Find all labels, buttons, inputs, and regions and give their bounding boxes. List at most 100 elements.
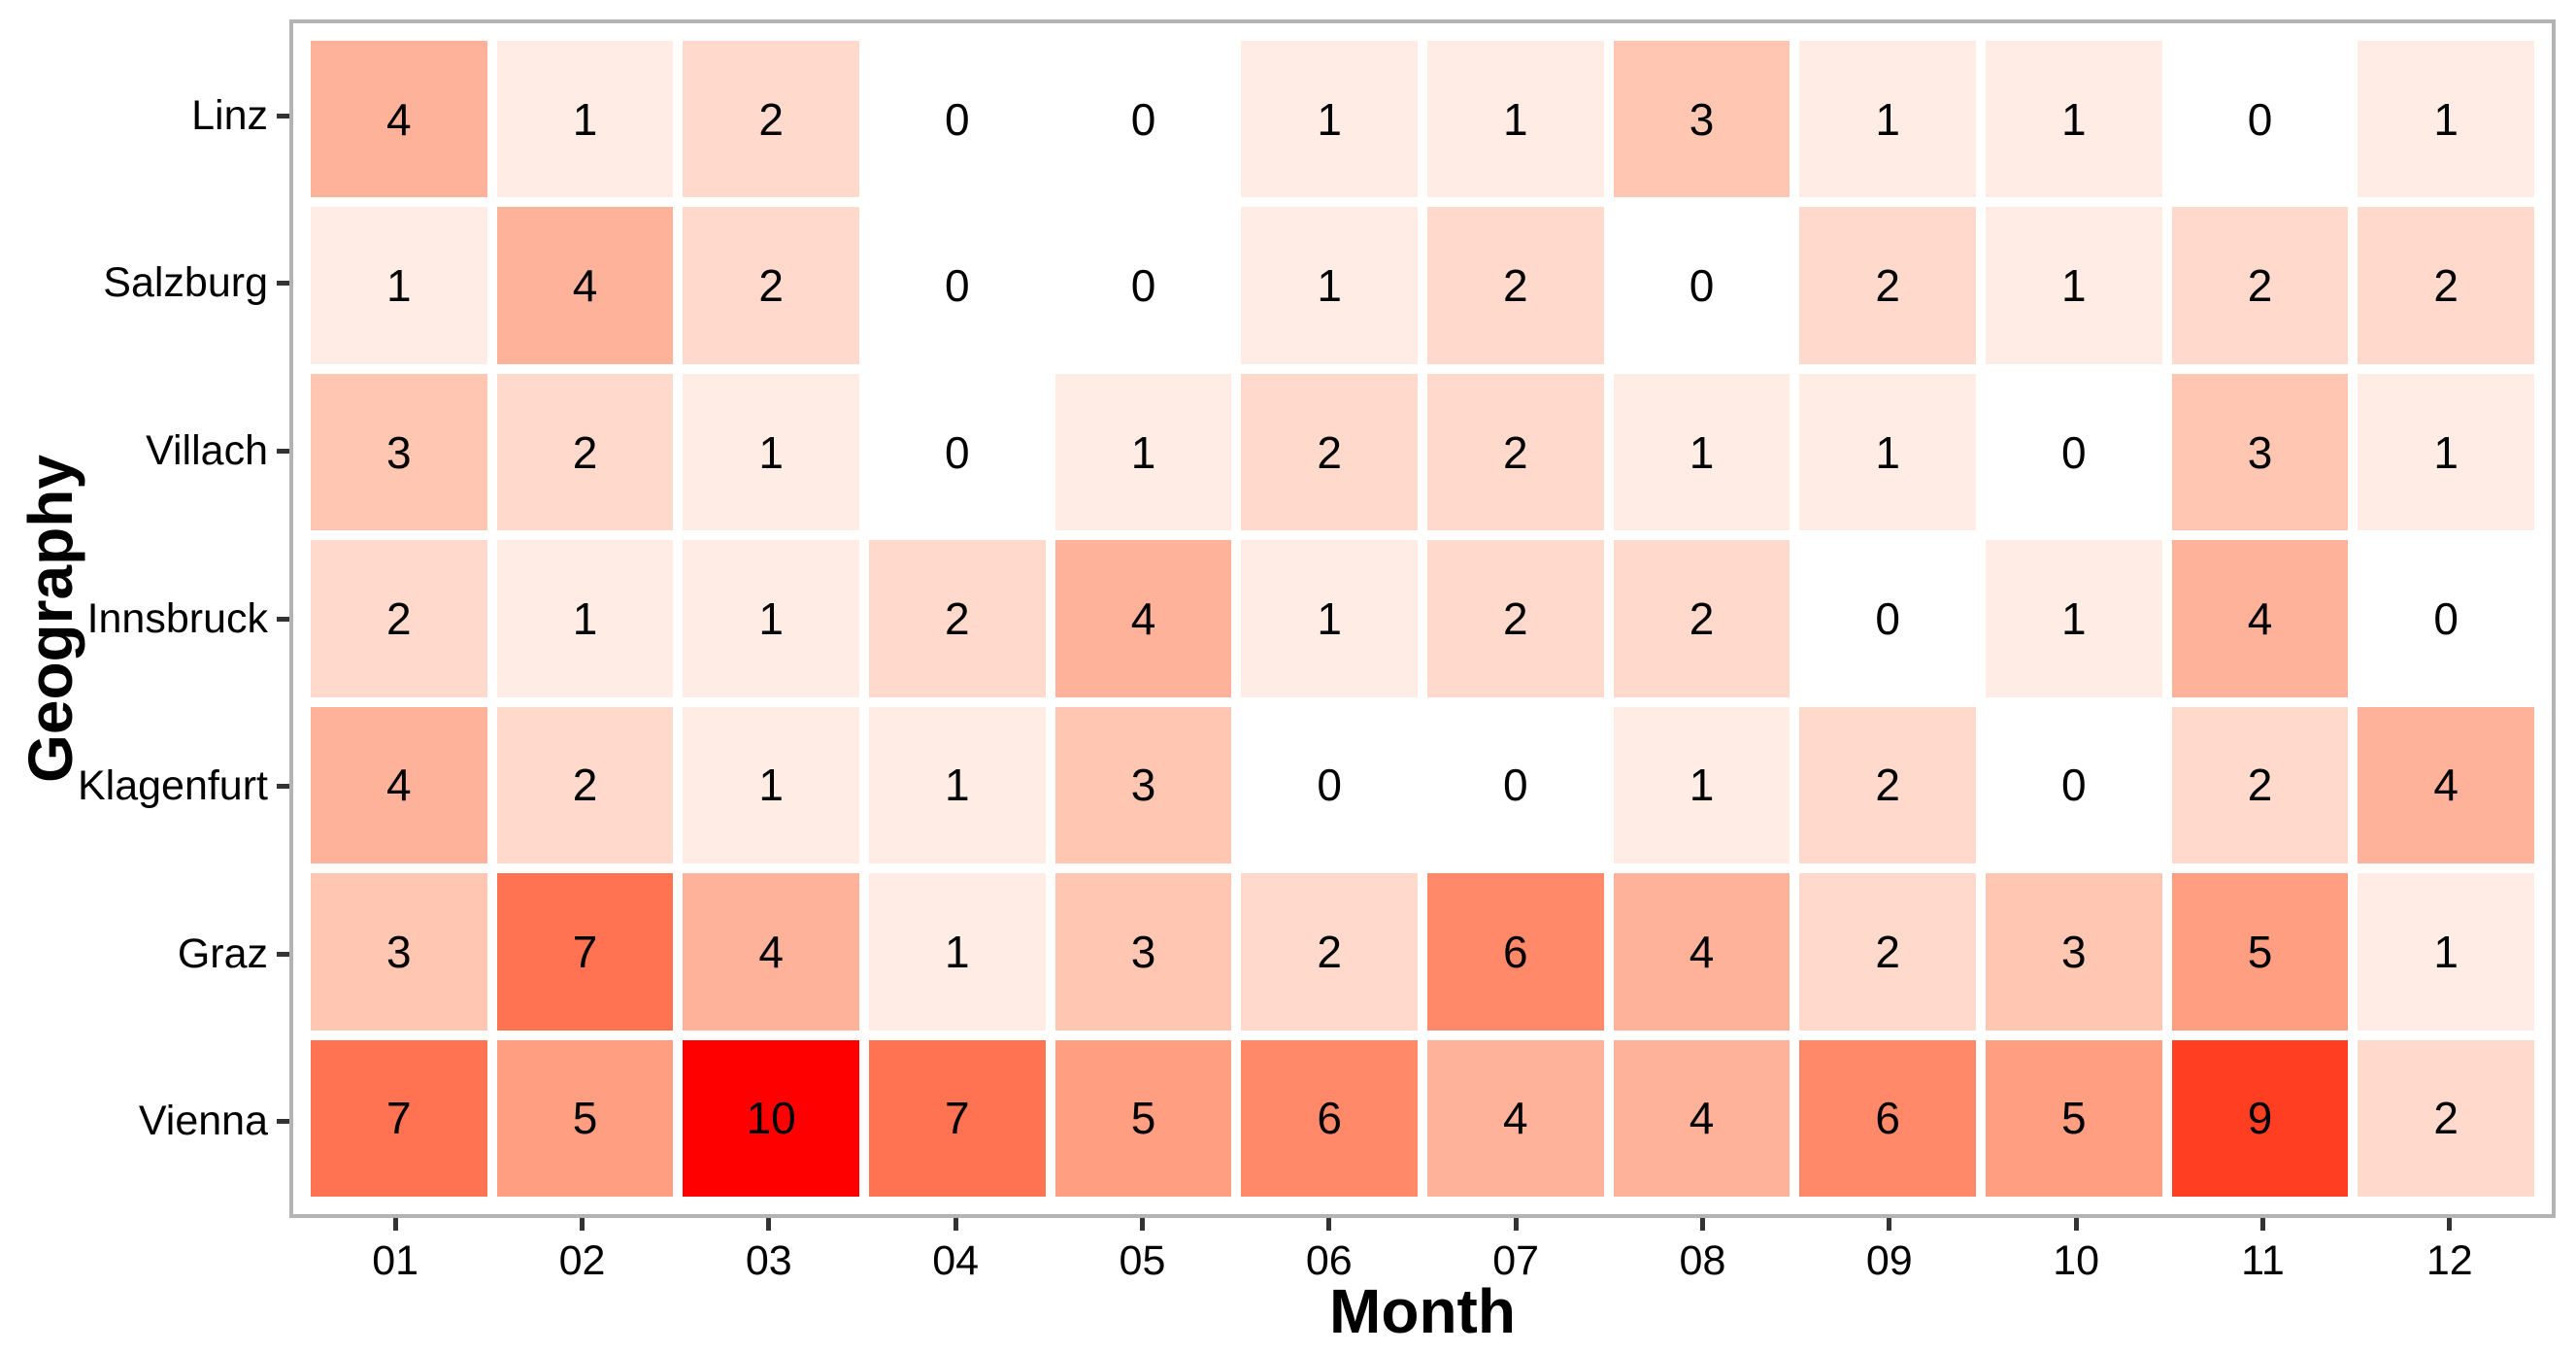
- heatmap-cell: 4: [311, 706, 487, 864]
- cell-value: 5: [2247, 926, 2273, 977]
- cell-value: 1: [1317, 260, 1342, 312]
- y-tick-mark: [277, 448, 289, 454]
- heatmap-cell: 5: [1986, 1039, 2162, 1197]
- cell-value: 1: [2433, 926, 2459, 977]
- cell-value: 10: [746, 1093, 796, 1144]
- heatmap-cell: 0: [1054, 207, 1232, 364]
- cell-value: 5: [1130, 1093, 1156, 1144]
- y-tick-mark: [277, 784, 289, 790]
- cell-value: 2: [386, 592, 412, 644]
- x-tick-mark: [1326, 1218, 1332, 1231]
- cell-value: 1: [945, 926, 970, 977]
- x-axis-col: 12: [2361, 1218, 2538, 1282]
- cell-value: 1: [1130, 426, 1156, 478]
- cell-value: 0: [945, 260, 970, 312]
- x-axis: 01 02 03 04 05 06 07 08 09 10 11 12: [289, 1218, 2556, 1282]
- y-tick-label: Salzburg: [103, 259, 268, 307]
- heatmap-cell: 4: [2171, 540, 2349, 697]
- cell-value: 1: [945, 760, 970, 811]
- x-tick-label: 08: [1679, 1237, 1726, 1284]
- x-tick-label: 10: [2053, 1237, 2100, 1284]
- y-tick-label: Villach: [146, 426, 268, 474]
- heatmap-cell: 4: [1613, 873, 1790, 1031]
- x-axis-col: 05: [1054, 1218, 1230, 1282]
- cell-value: 1: [1689, 760, 1715, 811]
- cell-value: 2: [2247, 260, 2273, 312]
- x-tick-mark: [766, 1218, 772, 1231]
- heatmap-cell: 2: [1799, 207, 1976, 364]
- heatmap-cell: 2: [2358, 1039, 2534, 1197]
- cell-value: 1: [2061, 260, 2087, 312]
- cell-value: 1: [1317, 592, 1342, 644]
- heatmap-cell: 3: [311, 873, 487, 1031]
- cell-value: 4: [758, 926, 784, 977]
- heatmap-cell: 2: [1427, 373, 1604, 531]
- cell-value: 1: [2061, 93, 2087, 145]
- x-tick-mark: [1699, 1218, 1705, 1231]
- y-axis-row: Innsbruck: [0, 540, 289, 698]
- heatmap-cell: 1: [1054, 373, 1232, 531]
- heatmap-cell: 1: [683, 373, 859, 531]
- cell-value: 6: [1317, 1093, 1342, 1144]
- heatmap-cell: 2: [1427, 540, 1604, 697]
- y-tick-label: Linz: [191, 91, 268, 139]
- cell-value: 2: [1875, 926, 1900, 977]
- heatmap-cell: 2: [683, 41, 859, 198]
- heatmap-cell: 2: [1241, 373, 1418, 531]
- cell-value: 6: [1875, 1093, 1900, 1144]
- heatmap-cell: 2: [869, 540, 1046, 697]
- cell-value: 4: [2433, 760, 2459, 811]
- y-tick-label: Vienna: [138, 1098, 268, 1145]
- cell-value: 0: [1875, 592, 1900, 644]
- cell-value: 1: [1875, 426, 1900, 478]
- heatmap-cell: 4: [1613, 1039, 1790, 1197]
- heatmap-cell: 0: [1054, 41, 1232, 198]
- cell-value: 4: [1689, 1093, 1715, 1144]
- cell-value: 5: [572, 1093, 598, 1144]
- heatmap-cell: 3: [1613, 41, 1790, 198]
- heatmap-cell: 9: [2171, 1039, 2349, 1197]
- cell-value: 2: [945, 592, 970, 644]
- y-tick-mark: [277, 1119, 289, 1125]
- heatmap-cell: 1: [683, 540, 859, 697]
- heatmap-cell: 4: [1427, 1039, 1604, 1197]
- heatmap-cell: 6: [1241, 1039, 1418, 1197]
- x-tick-label: 05: [1119, 1237, 1166, 1284]
- heatmap-cell: 3: [1054, 873, 1232, 1031]
- heatmap-cell: 0: [1241, 706, 1418, 864]
- heatmap-cell: 2: [496, 373, 674, 531]
- heatmap-cell: 5: [1054, 1039, 1232, 1197]
- x-tick-label: 12: [2425, 1237, 2473, 1284]
- heatmap-cell: 5: [2171, 873, 2349, 1031]
- heatmap-cell: 2: [2171, 207, 2349, 364]
- y-tick-mark: [277, 616, 289, 622]
- heatmap-cell: 1: [1799, 41, 1976, 198]
- cell-value: 0: [1317, 760, 1342, 811]
- y-tick-label: Graz: [177, 930, 268, 977]
- cell-value: 9: [2247, 1093, 2273, 1144]
- heatmap-cell: 1: [2358, 41, 2534, 198]
- x-tick-label: 07: [1492, 1237, 1540, 1284]
- heatmap-cell: 1: [683, 706, 859, 864]
- x-tick-mark: [579, 1218, 585, 1231]
- x-tick-mark: [2259, 1218, 2265, 1231]
- heatmap-cell: 7: [496, 873, 674, 1031]
- cell-value: 2: [758, 93, 784, 145]
- cell-value: 1: [2061, 592, 2087, 644]
- cell-value: 4: [386, 760, 412, 811]
- x-tick-mark: [1887, 1218, 1892, 1231]
- heatmap-cell: 1: [1427, 41, 1604, 198]
- cell-value: 0: [945, 93, 970, 145]
- cell-value: 1: [758, 760, 784, 811]
- heatmap-cell: 4: [311, 41, 487, 198]
- cell-value: 2: [758, 260, 784, 312]
- heatmap-cell: 0: [1986, 373, 2162, 531]
- x-tick-mark: [953, 1218, 958, 1231]
- cell-value: 7: [386, 1093, 412, 1144]
- cell-value: 4: [1130, 592, 1156, 644]
- heatmap-cell: 4: [496, 207, 674, 364]
- heatmap-cell: 2: [311, 540, 487, 697]
- x-tick-mark: [2073, 1218, 2079, 1231]
